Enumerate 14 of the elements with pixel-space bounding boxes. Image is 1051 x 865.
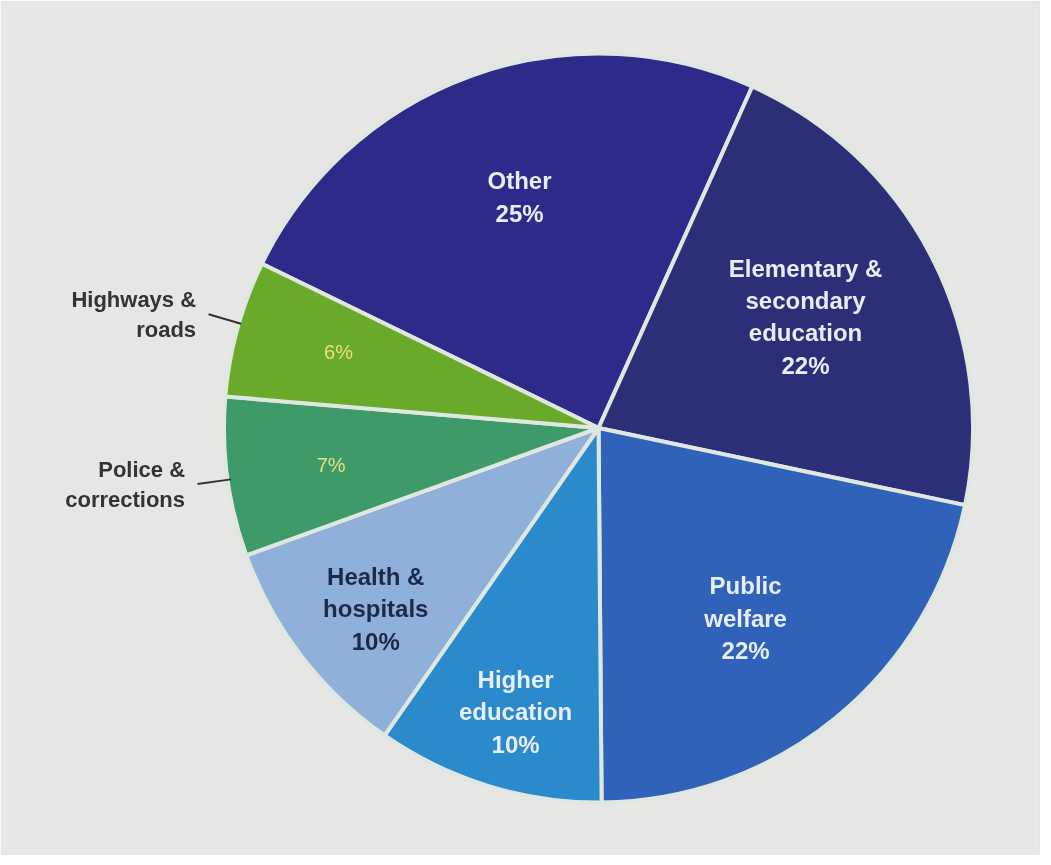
slice-label: Elementary & secondary education <box>728 254 883 347</box>
slice-label: Public welfare <box>703 572 787 632</box>
data-label: 22% <box>721 636 770 664</box>
slice-label: Police & corrections <box>65 456 186 512</box>
data-label: 6% <box>324 341 354 364</box>
slice-label: Highways & roads <box>71 286 197 342</box>
data-label: 10% <box>351 627 400 655</box>
data-label: 22% <box>781 351 830 379</box>
data-label: 7% <box>316 454 346 477</box>
slice-label: Other <box>487 167 552 195</box>
slice-label: Health & hospitals <box>323 563 429 623</box>
data-label: 25% <box>495 199 544 227</box>
slice-label: Higher education <box>458 665 573 726</box>
data-label: 10% <box>491 730 540 758</box>
